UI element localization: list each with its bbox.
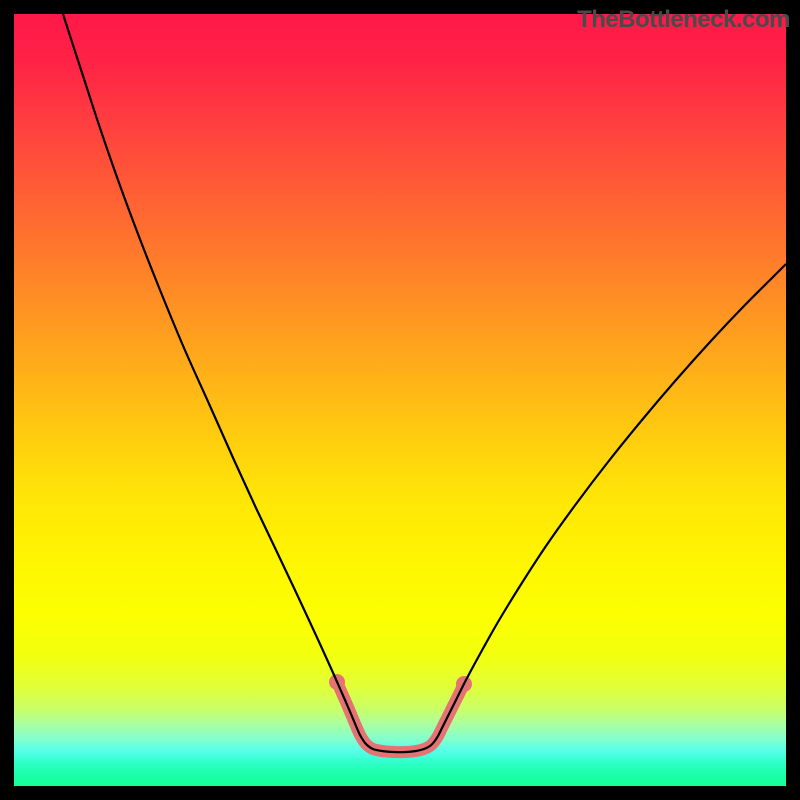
plot-background: [14, 14, 786, 786]
chart-svg: [0, 0, 800, 800]
chart-container: TheBottleneck.com: [0, 0, 800, 800]
watermark-text: TheBottleneck.com: [577, 6, 790, 34]
